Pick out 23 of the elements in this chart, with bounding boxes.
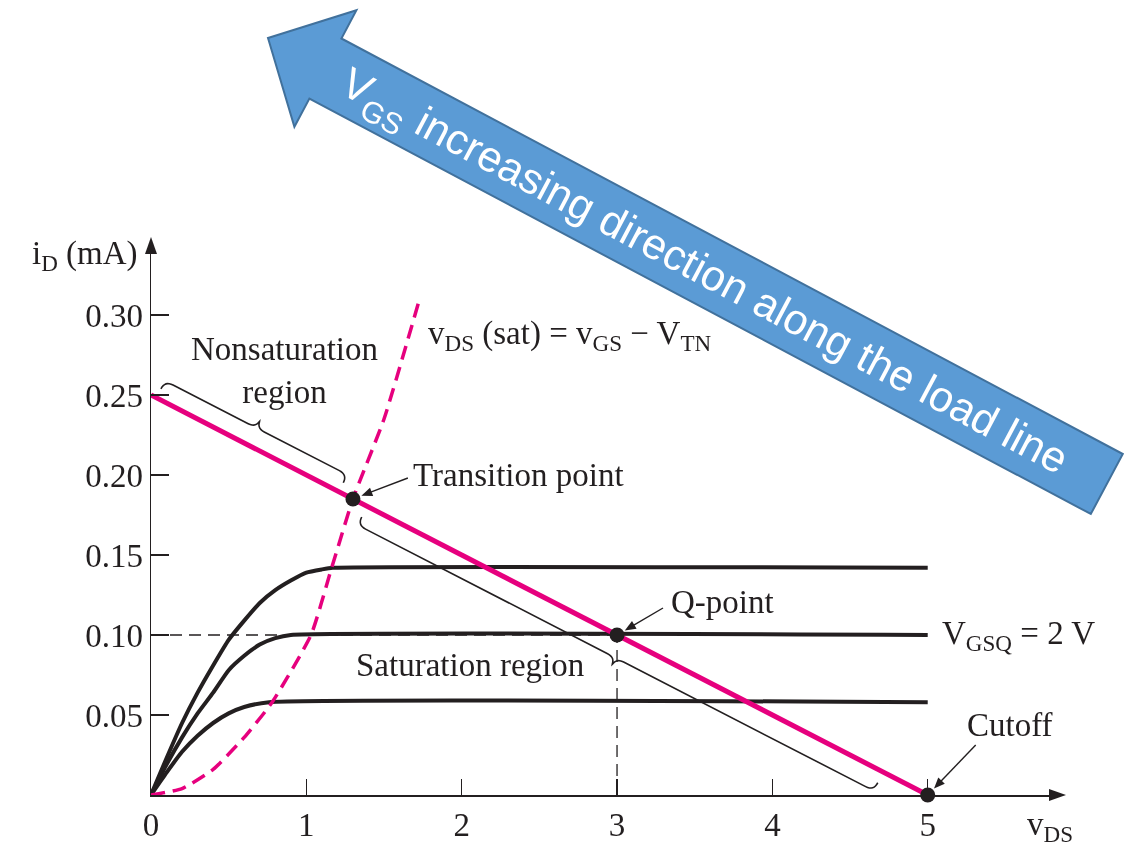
y-axis-title: i$_{D}$ (mA) xyxy=(32,235,138,276)
y-tick-label: 0.20 xyxy=(85,457,143,494)
y-tick-label: 0.15 xyxy=(85,537,143,574)
annotation: Nonsaturation region xyxy=(191,331,378,410)
x-tick-label: 0 xyxy=(142,807,160,844)
y-tick-label: 0.05 xyxy=(85,697,143,734)
x-tick-label: 5 xyxy=(919,807,936,844)
x-tick-label: 4 xyxy=(764,807,781,844)
x-axis-title: v$_{DS}$ xyxy=(1027,806,1074,847)
y-tick-label: 0.30 xyxy=(85,297,143,334)
series-label: v$_{DS}$ (sat) = v$_{GS}$ − V$_{TN}$ xyxy=(428,315,712,356)
series-label: V$_{GSQ}$ = 2 V xyxy=(942,615,1096,656)
point xyxy=(345,491,361,507)
annotation: Saturation region xyxy=(356,647,585,683)
annotation: Cutoff xyxy=(967,707,1053,743)
point xyxy=(609,627,625,643)
annotation: Q-point xyxy=(671,584,774,620)
x-tick-label: 3 xyxy=(608,807,626,844)
y-tick-label: 0.10 xyxy=(85,617,143,654)
x-tick-label: 1 xyxy=(298,807,315,844)
x-tick-label: 2 xyxy=(453,807,470,844)
annotation: Transition point xyxy=(413,457,624,493)
y-tick-label: 0.25 xyxy=(85,377,143,414)
